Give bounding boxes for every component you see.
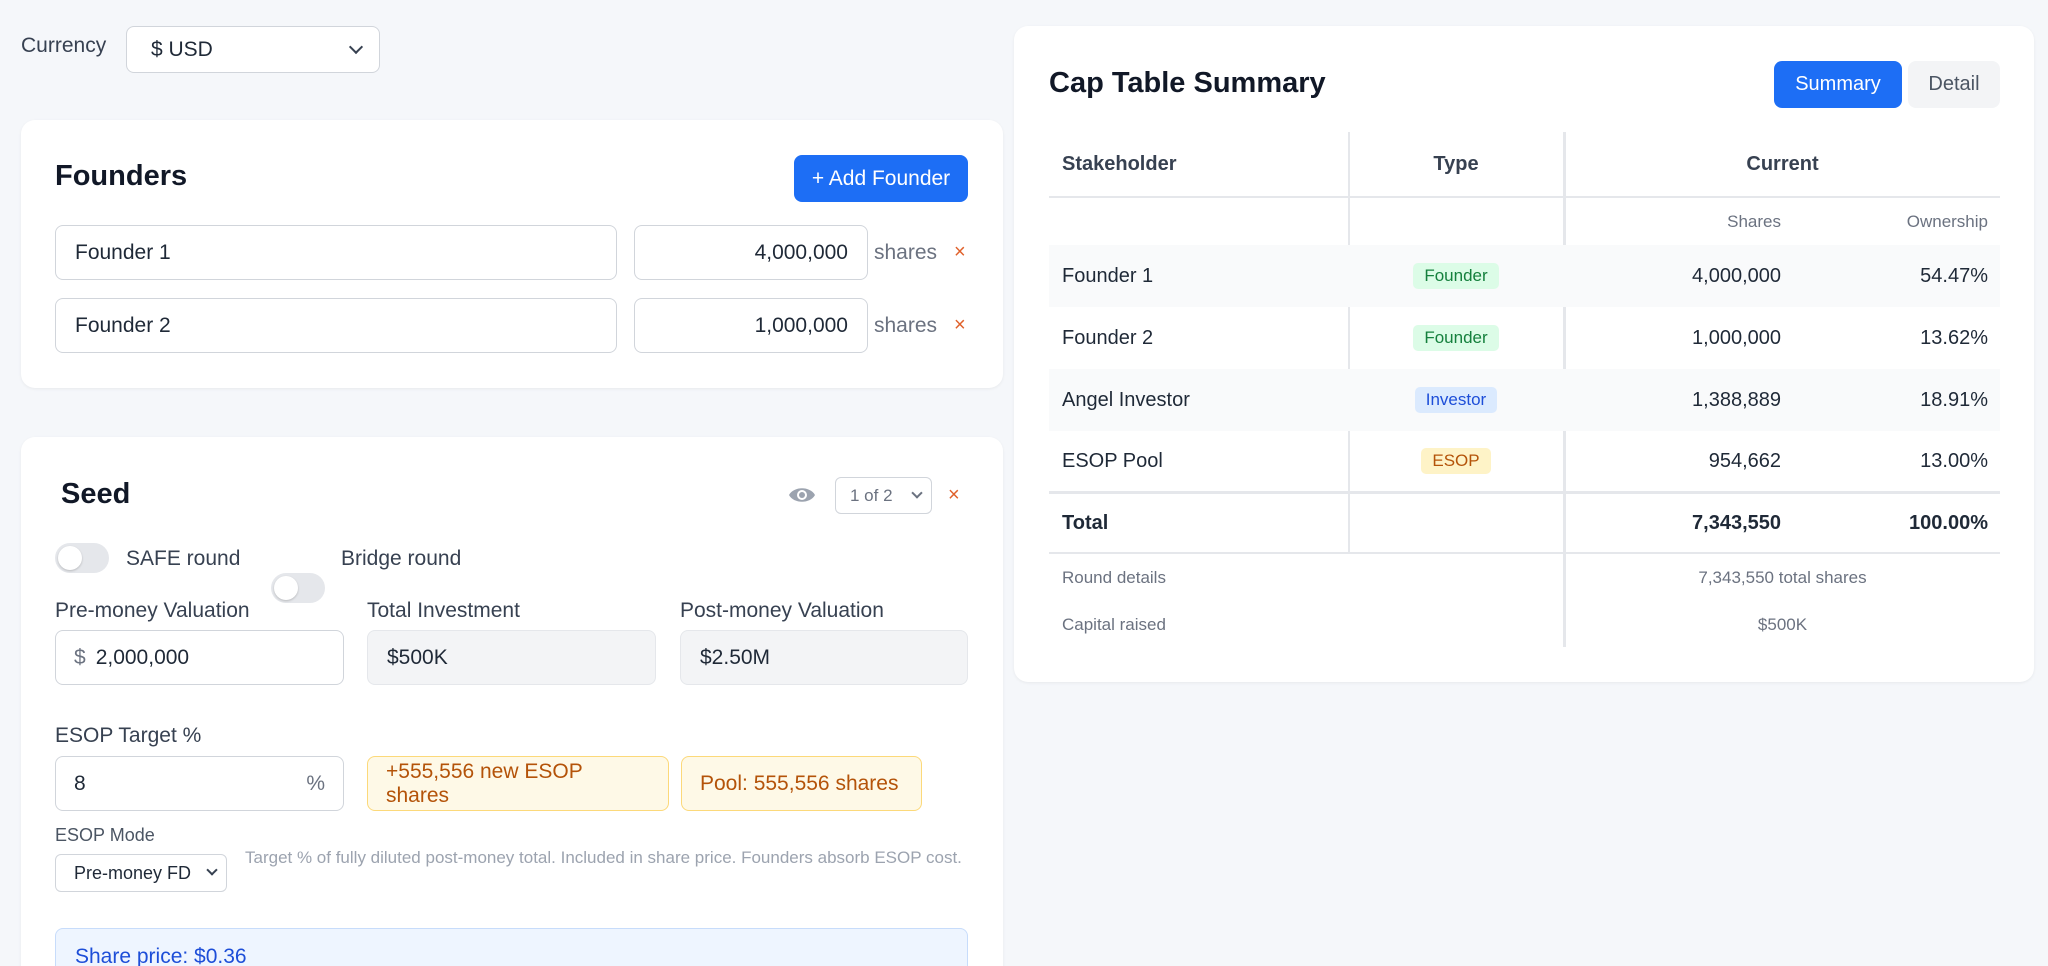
founder-shares-input[interactable]: 1,000,000 xyxy=(634,298,868,353)
founder-shares-value: 4,000,000 xyxy=(754,240,848,264)
row-ownership: 13.62% xyxy=(1920,327,1988,349)
percent-suffix: % xyxy=(306,771,325,795)
type-badge: Investor xyxy=(1414,387,1498,413)
pre-money-label: Pre-money Valuation xyxy=(55,599,250,622)
total-ownership: 100.00% xyxy=(1909,512,1988,534)
table-divider xyxy=(1049,491,2000,494)
row-name: Founder 2 xyxy=(1062,327,1154,349)
capital-raised-value: $500K xyxy=(1757,615,1808,634)
bridge-round-toggle[interactable] xyxy=(271,573,325,603)
founder-shares-value: 1,000,000 xyxy=(754,313,848,337)
esop-pool-badge: Pool: 555,556 shares xyxy=(681,756,922,811)
add-founder-button[interactable]: + Add Founder xyxy=(794,155,968,202)
row-ownership: 18.91% xyxy=(1920,389,1988,411)
post-money-value: $2.50M xyxy=(700,645,771,669)
bridge-round-label: Bridge round xyxy=(341,547,462,570)
total-investment-label: Total Investment xyxy=(367,599,520,622)
esop-mode-help: Target % of fully diluted post-money tot… xyxy=(245,848,962,867)
type-cell: Investor xyxy=(1349,387,1563,413)
founder-shares-input[interactable]: 4,000,000 xyxy=(634,225,868,280)
tab-detail[interactable]: Detail xyxy=(1908,61,2000,108)
round-details-value: 7,343,550 total shares xyxy=(1698,568,1867,587)
row-shares: 1,000,000 xyxy=(1692,327,1781,349)
total-shares: 7,343,550 xyxy=(1692,512,1781,534)
total-label: Total xyxy=(1062,512,1109,534)
row-shares: 954,662 xyxy=(1708,450,1781,472)
esop-target-input[interactable]: 8 % xyxy=(55,756,344,811)
type-badge: Founder xyxy=(1413,263,1499,289)
currency-value: $ USD xyxy=(151,37,213,61)
pre-money-value: 2,000,000 xyxy=(95,645,190,669)
esop-mode-label: ESOP Mode xyxy=(55,825,155,845)
esop-target-label: ESOP Target % xyxy=(55,724,202,747)
round-page-value: 1 of 2 xyxy=(850,485,893,505)
table-divider xyxy=(1348,132,1350,552)
round-page-select[interactable]: 1 of 2 xyxy=(835,477,932,514)
post-money-field: $2.50M xyxy=(680,630,968,685)
table-row xyxy=(1049,245,2000,307)
founder-name-input[interactable]: Founder 2 xyxy=(55,298,617,353)
founder-name-input[interactable]: Founder 1 xyxy=(55,225,617,280)
esop-target-value: 8 xyxy=(74,771,86,795)
table-divider xyxy=(1049,552,2000,554)
header-stakeholder: Stakeholder xyxy=(1062,153,1177,175)
type-badge: ESOP xyxy=(1421,448,1491,474)
eye-icon[interactable] xyxy=(787,483,817,507)
row-ownership: 13.00% xyxy=(1920,450,1988,472)
tab-summary[interactable]: Summary xyxy=(1774,61,1902,108)
chevron-down-icon xyxy=(348,39,364,54)
remove-round-icon[interactable]: × xyxy=(948,484,960,506)
dollar-prefix: $ xyxy=(74,645,86,669)
remove-founder-icon[interactable]: × xyxy=(954,314,966,336)
new-esop-badge: +555,556 new ESOP shares xyxy=(367,756,669,811)
shares-unit: shares xyxy=(874,241,938,264)
founders-title: Founders xyxy=(55,160,188,192)
currency-select[interactable]: $ USD xyxy=(126,26,380,73)
type-cell: Founder xyxy=(1349,325,1563,351)
safe-round-toggle[interactable] xyxy=(55,543,109,573)
cap-table-summary-card xyxy=(1014,26,2034,682)
chevron-down-icon xyxy=(911,486,923,499)
remove-founder-icon[interactable]: × xyxy=(954,241,966,263)
header-type: Type xyxy=(1433,153,1479,175)
capital-raised-label: Capital raised xyxy=(1062,615,1166,634)
type-cell: ESOP xyxy=(1349,448,1563,474)
table-divider xyxy=(1049,196,2000,198)
row-name: Angel Investor xyxy=(1062,389,1190,411)
header-ownership: Ownership xyxy=(1906,212,1988,231)
esop-mode-select[interactable]: Pre-money FD xyxy=(55,854,227,892)
table-row xyxy=(1049,369,2000,431)
row-shares: 1,388,889 xyxy=(1692,389,1781,411)
row-shares: 4,000,000 xyxy=(1692,265,1781,287)
pre-money-input[interactable]: $ 2,000,000 xyxy=(55,630,344,685)
total-investment-field: $500K xyxy=(367,630,656,685)
safe-round-label: SAFE round xyxy=(126,547,241,570)
esop-mode-value: Pre-money FD xyxy=(74,862,192,883)
summary-title: Cap Table Summary xyxy=(1049,67,1326,99)
header-shares: Shares xyxy=(1727,212,1781,231)
row-name: Founder 1 xyxy=(1062,265,1154,287)
founder-name-value: Founder 2 xyxy=(75,313,171,337)
shares-unit: shares xyxy=(874,314,938,337)
round-details-label: Round details xyxy=(1062,568,1166,587)
share-price-text: Share price: $0.36 xyxy=(75,945,247,966)
type-badge: Founder xyxy=(1413,325,1499,351)
currency-label: Currency xyxy=(21,34,107,57)
total-investment-value: $500K xyxy=(387,645,448,669)
share-price-box: Share price: $0.36 xyxy=(55,928,968,966)
type-cell: Founder xyxy=(1349,263,1563,289)
founder-name-value: Founder 1 xyxy=(75,240,171,264)
row-name: ESOP Pool xyxy=(1062,450,1163,472)
round-title[interactable]: Seed xyxy=(61,478,131,510)
header-current: Current xyxy=(1746,153,1819,175)
row-ownership: 54.47% xyxy=(1920,265,1988,287)
post-money-label: Post-money Valuation xyxy=(680,599,884,622)
chevron-down-icon xyxy=(206,864,218,876)
